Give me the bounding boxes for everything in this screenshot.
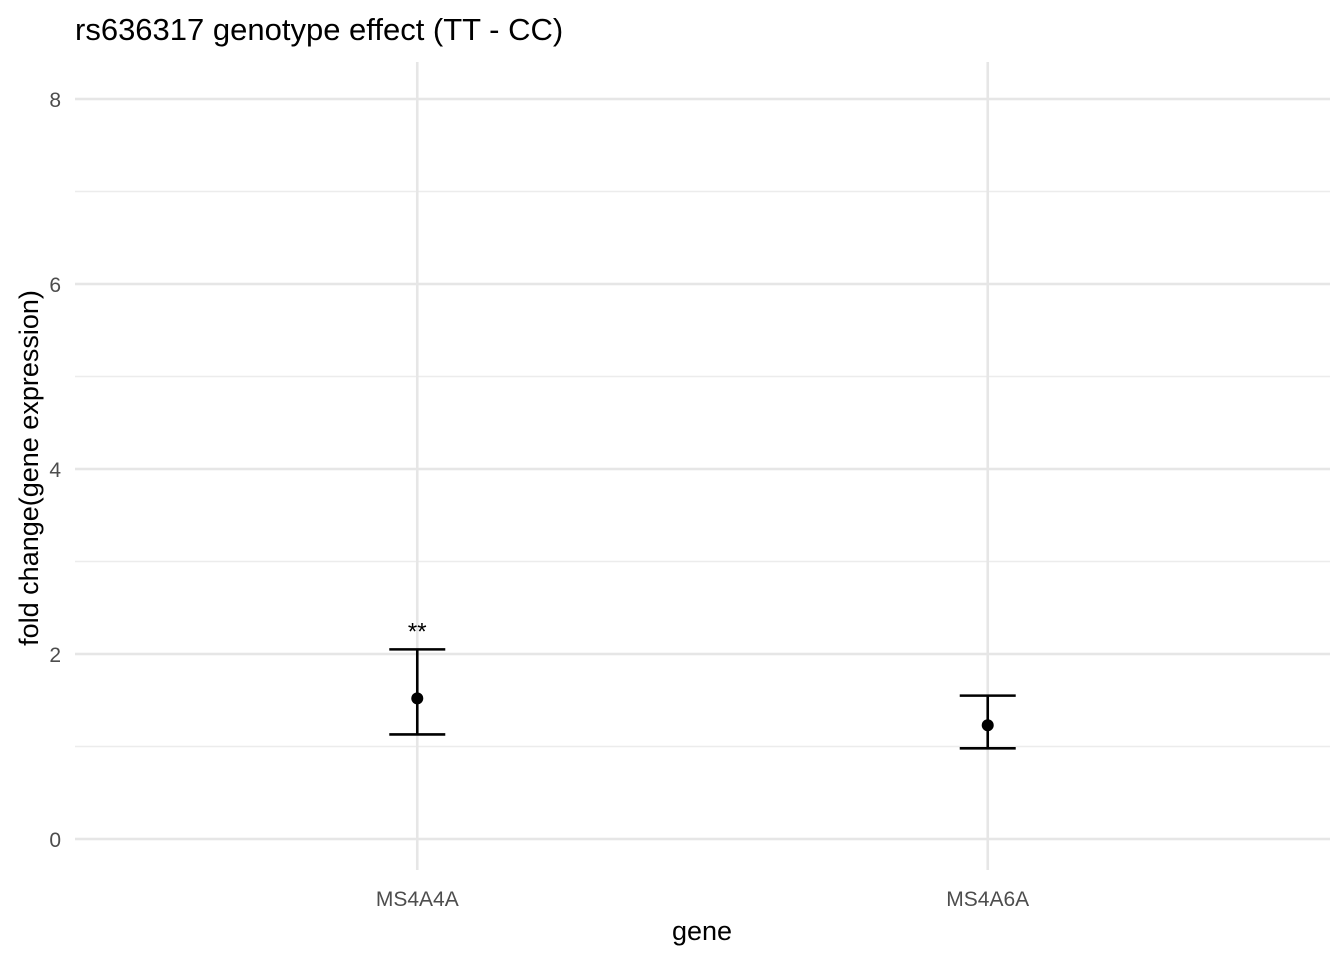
data-point [411,692,424,705]
y-tick-label: 4 [49,459,61,482]
y-tick-label: 2 [49,644,61,667]
y-tick-label: 0 [49,829,61,852]
x-tick-labels: MS4A4A MS4A6A [376,888,1029,911]
y-axis-title: fold change(gene expression) [14,290,44,646]
y-tick-labels: 0 2 4 6 8 [49,89,61,852]
significance-label: ** [408,618,427,645]
grid [75,62,1330,870]
data-point [981,719,994,732]
y-tick-label: 6 [49,274,61,297]
x-tick-label: MS4A4A [376,888,459,911]
x-tick-label: MS4A6A [946,888,1029,911]
chart-title: rs636317 genotype effect (TT - CC) [75,12,563,47]
data-marks: ** [389,618,1016,750]
y-tick-label: 8 [49,89,61,112]
x-axis-title: gene [672,916,732,946]
